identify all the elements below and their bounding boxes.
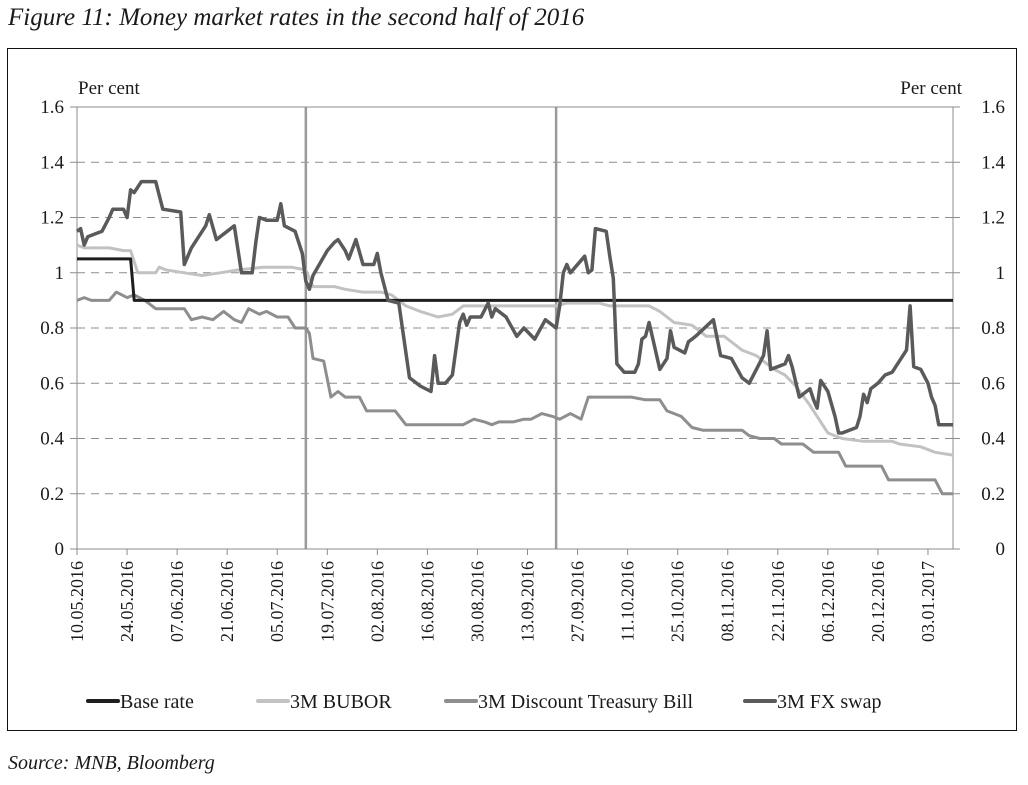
legend-item: 3M BUBOR [256,691,392,713]
y-tick-label-left: 0.2 [40,484,64,505]
x-tick-label: 27.09.2016 [568,561,588,642]
legend-label: 3M BUBOR [290,691,392,713]
y-tick-label-right: 0.6 [981,373,1005,394]
y-tick-label-left: 0.4 [40,429,64,450]
x-tick-label: 20.12.2016 [868,561,888,642]
y-tick-label-left: 1.4 [40,152,64,173]
y-tick-label-left: 0 [55,539,65,560]
x-tick-label: 07.06.2016 [167,561,187,642]
legend-item: Base rate [86,691,194,713]
series-line-base-rate [77,257,953,302]
y-axis-label-right: Per cent [900,78,962,99]
x-tick-label: 16.08.2016 [417,561,437,642]
series-line-3m-fx-swap [75,179,953,435]
y-tick-label-right: 0.4 [981,429,1005,450]
y-tick-label-right: 1.4 [981,152,1005,173]
y-tick-label-right: 0.2 [981,484,1005,505]
x-tick-label: 10.05.2016 [67,561,87,642]
y-tick-label-left: 1.6 [40,97,64,118]
legend-item: 3M FX swap [743,691,881,713]
y-tick-label-left: 0.6 [40,373,64,394]
x-tick-label: 08.11.2016 [718,561,738,641]
figure-source: Source: MNB, Bloomberg [8,752,215,774]
y-tick-label-right: 0 [996,539,1006,560]
x-tick-label: 02.08.2016 [367,561,387,642]
y-axis-label-left: Per cent [78,78,140,99]
legend-label: 3M Discount Treasury Bill [478,691,693,713]
x-tick-label: 03.01.2017 [918,561,938,642]
y-tick-label-left: 0.8 [40,318,64,339]
y-tick-label-left: 1.2 [40,208,64,229]
legend-label: 3M FX swap [777,691,881,713]
y-tick-label-right: 0.8 [981,318,1005,339]
x-tick-label: 19.07.2016 [317,561,337,642]
legend-item: 3M Discount Treasury Bill [444,691,693,713]
x-tick-label: 13.09.2016 [518,561,538,642]
x-tick-label: 05.07.2016 [267,561,287,642]
chart-frame [7,48,1017,731]
series-line-3m-bubor [76,243,954,457]
x-tick-label: 22.11.2016 [768,561,788,641]
legend-label: Base rate [120,691,194,713]
x-tick-label: 30.08.2016 [467,561,487,642]
x-tick-label: 21.06.2016 [217,561,237,642]
series-line-3m-discount-treasury-bill [76,290,953,496]
y-tick-label-right: 1.2 [981,208,1005,229]
x-tick-label: 24.05.2016 [117,561,137,642]
figure-title: Figure 11: Money market rates in the sec… [8,4,585,31]
x-tick-label: 06.12.2016 [818,561,838,642]
y-tick-label-right: 1 [996,263,1006,284]
x-tick-label: 25.10.2016 [668,561,688,642]
x-tick-label: 11.10.2016 [618,561,638,641]
y-tick-label-right: 1.6 [981,97,1005,118]
y-tick-label-left: 1 [55,263,65,284]
